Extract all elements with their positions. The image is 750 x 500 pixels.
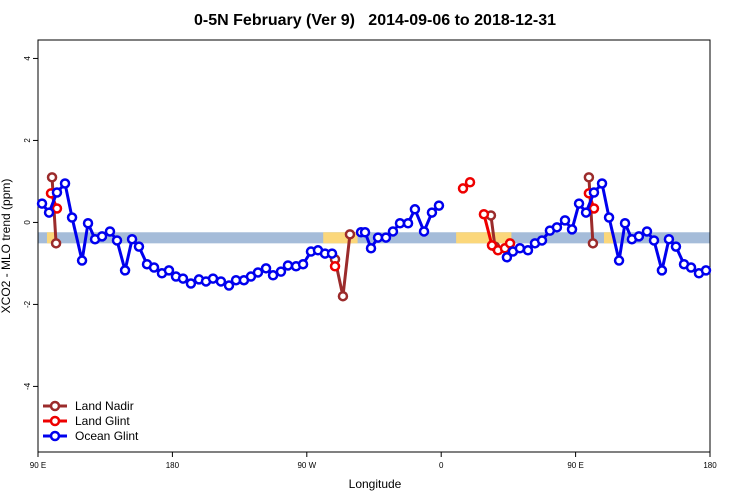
data-point [260,263,272,274]
data-point [104,226,116,237]
data-point [394,217,406,229]
data-point [580,207,592,218]
y-tick-label: -2 [23,300,32,308]
x-tick-label: 180 [166,461,180,470]
data-point [619,217,631,229]
data-point [700,265,712,276]
data-point [501,252,513,263]
y-tick-label: 2 [23,138,32,143]
x-tick-label: 90 E [30,461,46,470]
x-tick-label: 0 [439,461,444,470]
data-point [82,217,94,229]
data-point [36,198,48,209]
data-point [267,270,279,281]
data-point [418,226,430,237]
data-point [380,232,392,243]
data-point [433,200,445,211]
x-axis-label: Longitude [349,477,402,491]
plot-frame [37,39,711,453]
data-point [111,235,123,246]
data-point [409,204,421,215]
data-point [603,212,615,223]
data-point [163,265,175,276]
land-band [603,232,615,244]
data-point [588,187,600,198]
legend-marker [49,430,61,442]
y-tick-label: 4 [23,56,32,61]
y-tick-label: 0 [23,220,32,225]
data-point [223,280,235,291]
data-point [43,207,55,218]
data-point [457,183,469,194]
data-point [365,243,377,254]
data-point [573,198,585,209]
data-point [464,177,476,188]
data-point [344,229,356,240]
data-point [76,255,88,266]
chart-title: 0-5N February (Ver 9) 2014-09-06 to 2018… [194,12,556,29]
data-point [126,233,138,245]
land-band [46,232,56,244]
data-point [402,217,414,229]
data-point [359,227,371,238]
data-point [426,207,438,218]
data-point [59,178,71,189]
data-point [297,258,309,270]
data-point [596,178,608,189]
data-point [587,238,599,249]
data-point [670,241,682,252]
legend-label: Land Glint [75,414,130,428]
data-point [536,235,548,246]
data-point [514,243,526,254]
legend-marker [49,415,61,427]
x-tick-label: 90 E [567,461,583,470]
data-point [522,245,534,256]
data-point [566,224,578,235]
data-point [656,265,668,276]
data-point [66,212,78,223]
data-point [329,261,341,272]
y-tick-label: -4 [23,382,32,390]
data-point [51,203,63,214]
data-point [46,172,58,183]
y-axis-label: XCO2 - MLO trend (ppm) [0,179,13,314]
legend-label: Ocean Glint [75,429,139,443]
data-point [282,260,294,271]
data-point [504,238,516,249]
data-point [215,276,227,287]
data-point [148,262,160,273]
land-band [323,232,358,244]
data-point [50,238,62,249]
data-point [119,265,131,276]
data-point [648,235,660,246]
land-band [456,232,512,244]
data-point [583,172,595,183]
legend-marker [49,400,61,412]
data-point [685,262,697,273]
data-point [275,266,287,277]
data-point [185,278,197,289]
data-point [588,203,600,214]
data-point [551,222,563,233]
data-point [559,215,571,226]
data-point [663,233,675,245]
data-point [326,248,338,259]
data-point [51,187,63,198]
data-point [613,255,625,266]
data-point [641,226,653,237]
x-tick-label: 180 [703,461,717,470]
data-point [252,267,264,278]
data-point [478,208,490,220]
x-tick-label: 90 W [297,461,316,470]
data-point [387,226,399,237]
data-point [337,290,349,302]
legend-label: Land Nadir [75,399,134,413]
data-point [633,231,645,242]
data-point [133,241,145,252]
data-point [96,231,108,242]
data-point [177,273,189,284]
